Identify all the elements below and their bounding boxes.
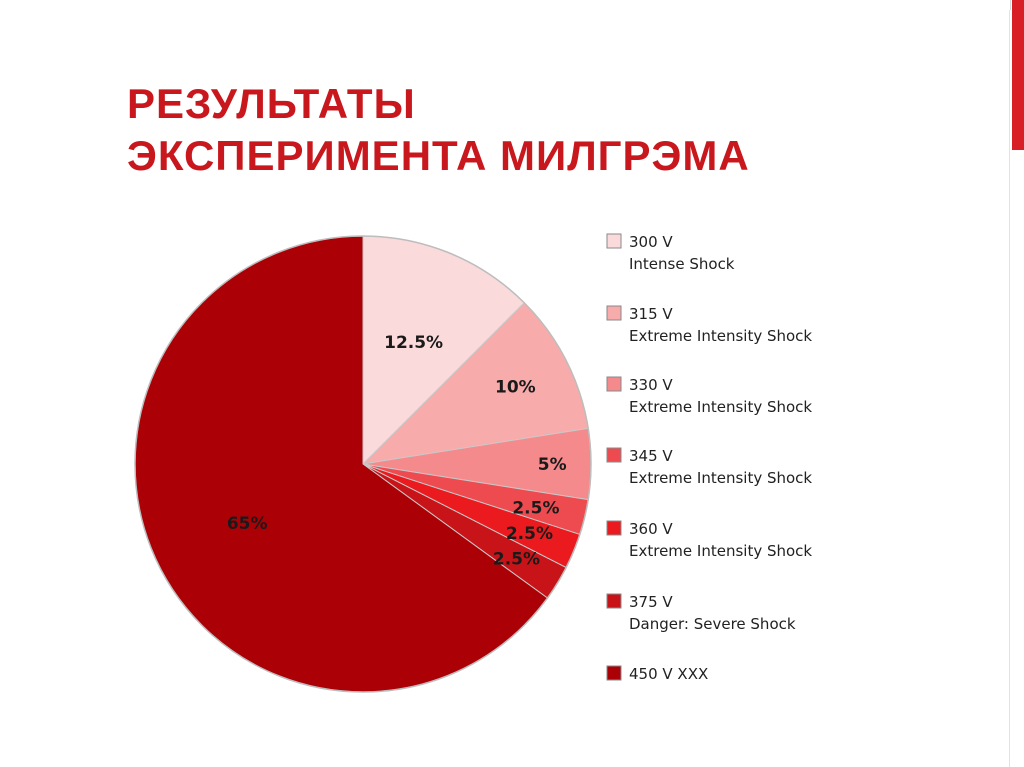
legend-label: 375 V <box>629 593 673 611</box>
legend-label: 330 V <box>629 376 673 394</box>
pie-slices <box>134 235 592 693</box>
legend-sublabel: Extreme Intensity Shock <box>629 398 812 416</box>
title-line-2: ЭКСПЕРИМЕНТА МИЛГРЭМА <box>127 132 750 179</box>
legend-sublabel: Extreme Intensity Shock <box>629 469 812 487</box>
chart-legend: 300 V Intense Shock 315 V Extreme Intensity… <box>606 233 812 683</box>
page-title: РЕЗУЛЬТАТЫ ЭКСПЕРИМЕНТА МИЛГРЭМА <box>127 78 947 182</box>
legend-swatch <box>606 593 622 609</box>
legend-swatch <box>606 305 622 321</box>
legend-sublabel: Extreme Intensity Shock <box>629 542 812 560</box>
pie-slice-label: 10% <box>495 377 536 397</box>
legend-swatch <box>606 665 622 681</box>
pie-slice-label: 5% <box>538 455 567 475</box>
legend-label: 450 V XXX <box>629 665 708 683</box>
slide-frame-top <box>0 0 1011 10</box>
pie-slice-label: 65% <box>227 514 268 534</box>
legend-label: 360 V <box>629 520 673 538</box>
legend-label: 315 V <box>629 305 673 323</box>
pie-slice-label: 2.5% <box>493 549 540 569</box>
pie-outline <box>134 235 592 693</box>
title-line-1: РЕЗУЛЬТАТЫ <box>127 80 416 127</box>
legend-swatch <box>606 520 622 536</box>
legend-swatch <box>606 233 622 249</box>
legend-swatch <box>606 376 622 392</box>
legend-label: 345 V <box>629 447 673 465</box>
pie-slice-label: 2.5% <box>512 499 559 519</box>
slide-frame-right <box>1009 10 1010 767</box>
legend-sublabel: Danger: Severe Shock <box>629 615 796 633</box>
pie-slice-label: 2.5% <box>506 524 553 544</box>
legend-sublabel: Intense Shock <box>629 255 735 273</box>
pie-slice-label: 12.5% <box>384 333 443 353</box>
legend-label: 300 V <box>629 233 673 251</box>
accent-bar <box>1012 0 1024 150</box>
legend-swatch <box>606 447 622 463</box>
legend-sublabel: Extreme Intensity Shock <box>629 327 812 345</box>
pie-value-labels: 12.5% 10% 5% 2.5% 2.5% 2.5% 65% <box>227 333 567 570</box>
